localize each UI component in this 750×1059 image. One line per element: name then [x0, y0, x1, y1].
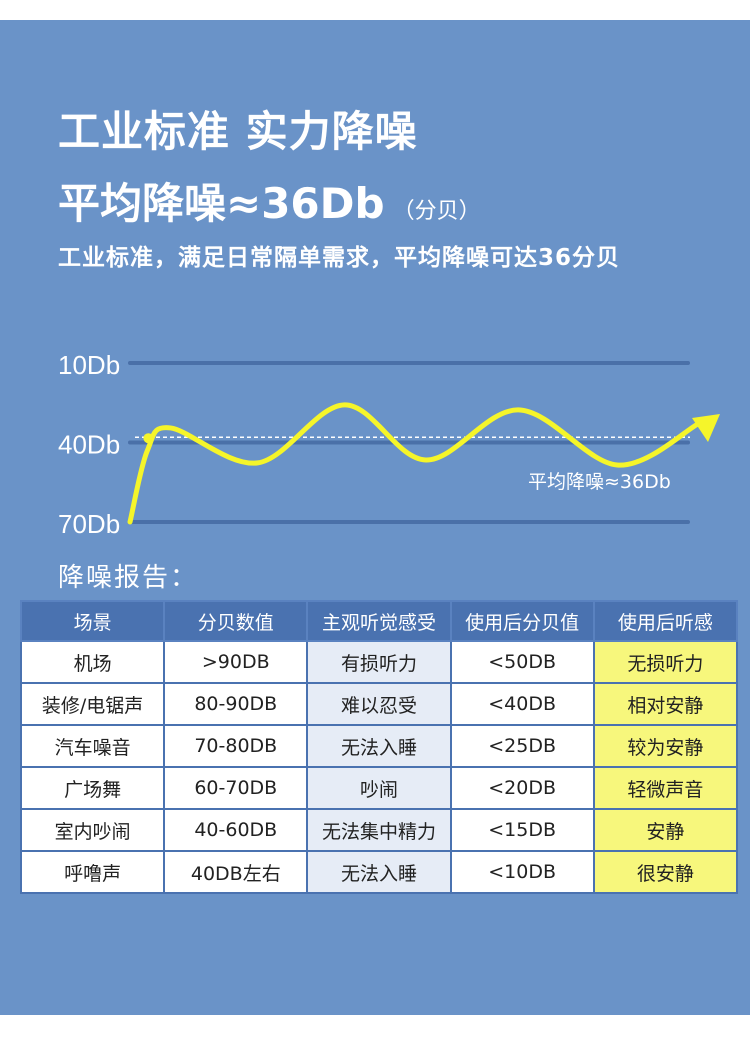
- table-row: 呼噜声 40DB左右 无法入睡 <10DB 很安静: [19, 850, 739, 894]
- table-cell: <15DB: [449, 808, 595, 852]
- table-header-row: 场景 分贝数值 主观听觉感受 使用后分贝值 使用后听感: [19, 600, 739, 642]
- table-cell: 80-90DB: [163, 682, 309, 726]
- table-row: 室内吵闹 40-60DB 无法集中精力 <15DB 安静: [19, 808, 739, 852]
- y-tick-label: 40Db: [58, 430, 120, 460]
- noise-report-table: 场景 分贝数值 主观听觉感受 使用后分贝值 使用后听感 机场 >90DB 有损听力 <50DB…: [19, 600, 739, 894]
- table-cell: <10DB: [449, 850, 595, 894]
- y-tick-label: 70Db: [58, 509, 120, 539]
- table-cell: 有损听力: [306, 640, 452, 684]
- table-cell: 40-60DB: [163, 808, 309, 852]
- column-header: 分贝数值: [163, 600, 309, 642]
- table-row: 机场 >90DB 有损听力 <50DB 无损听力: [19, 640, 739, 684]
- table-row: 广场舞 60-70DB 吵闹 <20DB 轻微声音: [19, 766, 739, 810]
- table-cell: 无法集中精力: [306, 808, 452, 852]
- headline-average: 平均降噪≈36Db （分贝）: [58, 170, 481, 231]
- start-dot: [143, 433, 154, 444]
- noise-chart: 10Db 40Db 70Db 平均降噪≈36Db: [58, 350, 720, 539]
- subtitle: 工业标准，满足日常隔单需求，平均降噪可达36分贝: [58, 245, 621, 271]
- table-cell: 吵闹: [306, 766, 452, 810]
- table-cell: <25DB: [449, 724, 595, 768]
- report-title: 降噪报告：: [58, 563, 199, 593]
- average-label: 平均降噪≈36Db: [528, 471, 671, 493]
- table-cell: 难以忍受: [306, 682, 452, 726]
- table-cell: <50DB: [449, 640, 595, 684]
- table-cell: 安静: [592, 808, 739, 852]
- column-header: 场景: [19, 600, 166, 642]
- column-header: 使用后分贝值: [449, 600, 595, 642]
- table-cell: 无法入睡: [306, 724, 452, 768]
- table-cell: 相对安静: [592, 682, 739, 726]
- headline-average-text: 平均降噪≈36Db: [58, 179, 385, 228]
- table-cell: 无法入睡: [306, 850, 452, 894]
- table-row: 装修/电锯声 80-90DB 难以忍受 <40DB 相对安静: [19, 682, 739, 726]
- table-cell: 广场舞: [19, 766, 166, 810]
- table-cell: 较为安静: [592, 724, 739, 768]
- table-row: 汽车噪音 70-80DB 无法入睡 <25DB 较为安静: [19, 724, 739, 768]
- column-header: 主观听觉感受: [306, 600, 452, 642]
- table-cell: 呼噜声: [19, 850, 166, 894]
- table-cell: 装修/电锯声: [19, 682, 166, 726]
- table-cell: <40DB: [449, 682, 595, 726]
- table-cell: 很安静: [592, 850, 739, 894]
- headline-unit: （分贝）: [392, 199, 481, 224]
- table-cell: 无损听力: [592, 640, 739, 684]
- table-cell: 室内吵闹: [19, 808, 166, 852]
- table-cell: >90DB: [163, 640, 309, 684]
- column-header: 使用后听感: [592, 600, 739, 642]
- table-cell: 70-80DB: [163, 724, 309, 768]
- table-cell: 汽车噪音: [19, 724, 166, 768]
- headline: 工业标准 实力降噪: [58, 107, 418, 156]
- y-tick-label: 10Db: [58, 350, 120, 380]
- table-cell: 60-70DB: [163, 766, 309, 810]
- table-cell: 40DB左右: [163, 850, 309, 894]
- table-cell: 机场: [19, 640, 166, 684]
- table-cell: 轻微声音: [592, 766, 739, 810]
- table-cell: <20DB: [449, 766, 595, 810]
- arrow-head: [692, 413, 720, 442]
- series-line: [127, 402, 701, 525]
